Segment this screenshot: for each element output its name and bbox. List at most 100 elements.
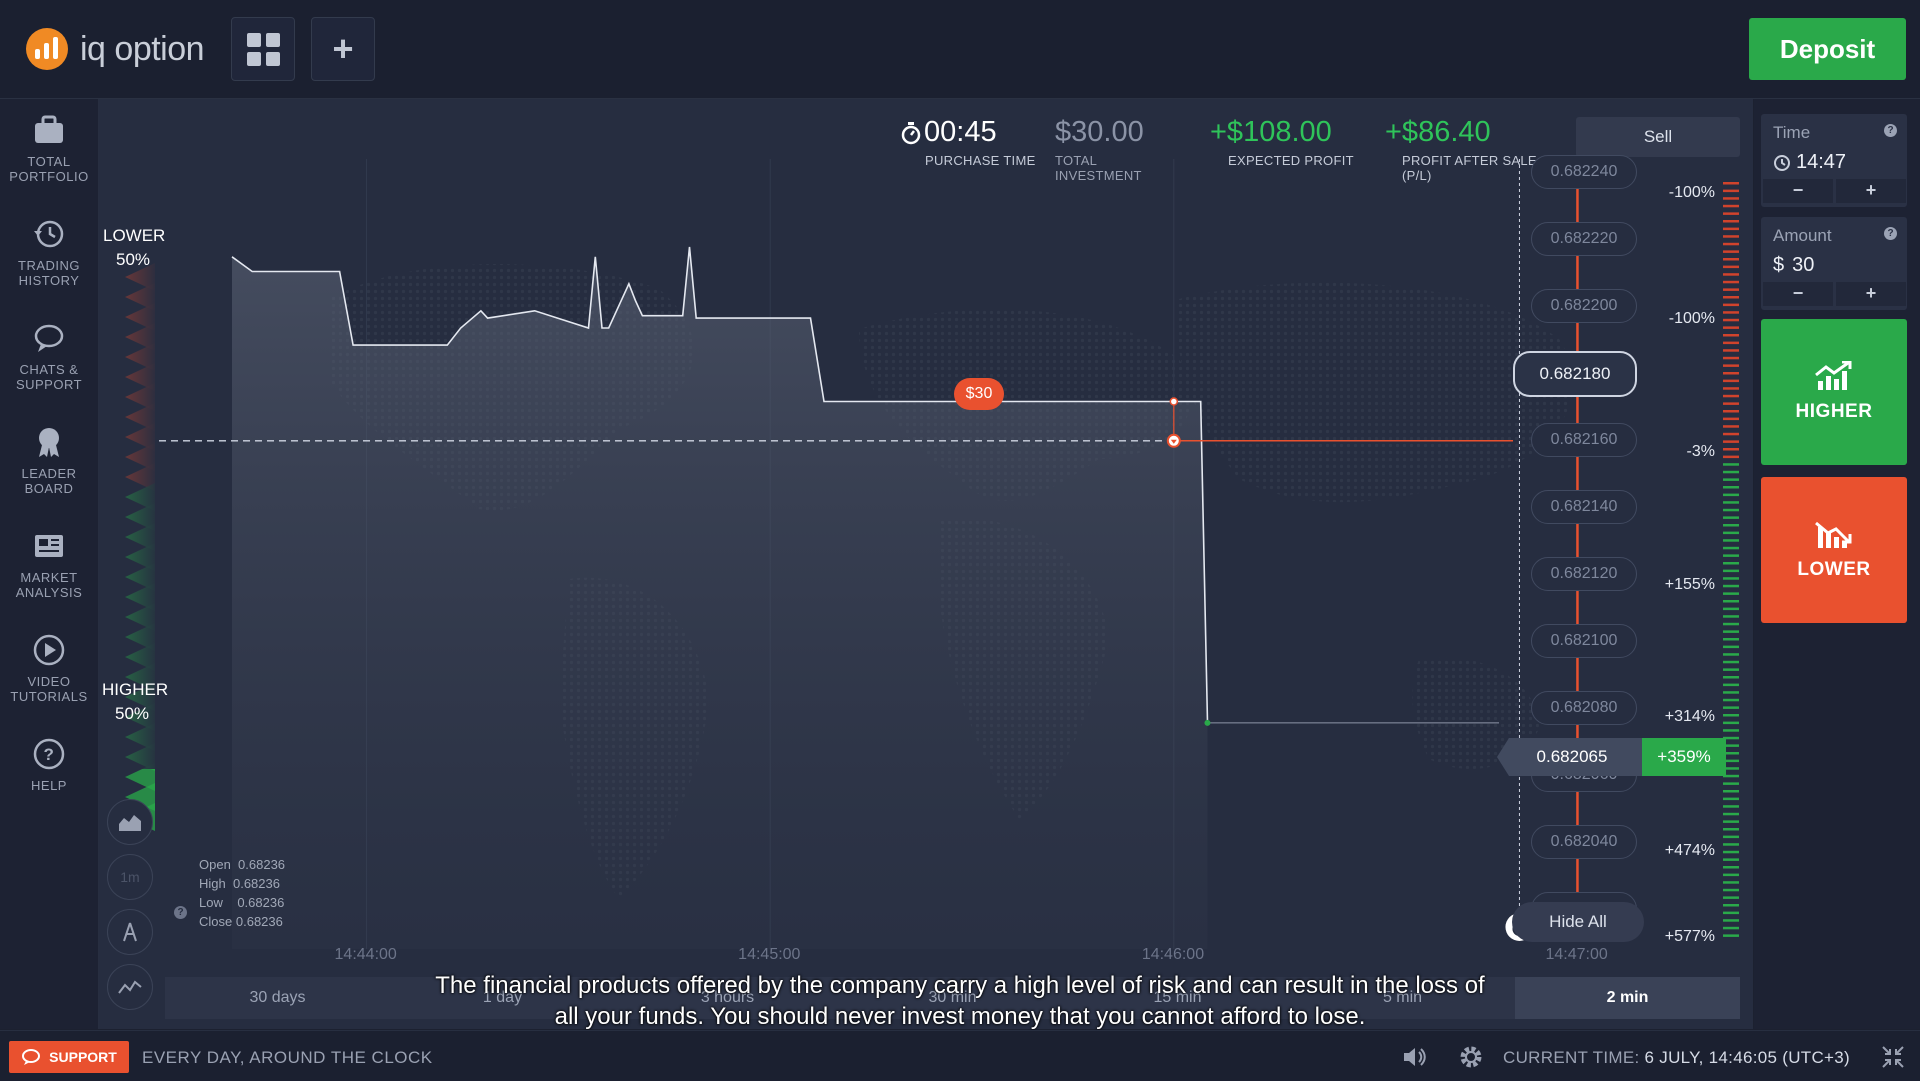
timeframe-button[interactable]: 1m [107, 854, 153, 900]
sidebar-item-total-portfolio[interactable]: TOTAL PORTFOLIO [0, 113, 98, 184]
current-price-dot [1204, 719, 1211, 726]
sidebar-item-chats-support[interactable]: CHATS & SUPPORT [0, 321, 98, 392]
currency-symbol: $ [1773, 254, 1785, 276]
ohlc-info: Open 0.68236 High 0.68236 Low 0.68236 Cl… [199, 855, 285, 931]
sidebar-item-trading-history[interactable]: TRADING HISTORY [0, 217, 98, 288]
sentiment-higher-pct: 50% [114, 704, 150, 723]
deposit-button[interactable]: Deposit [1749, 18, 1906, 80]
period-selector: 30 days 1 day 3 hours 30 min 15 min 5 mi… [165, 977, 1740, 1019]
profit-after-sale-label: PROFIT AFTER SALE (P/L) [1402, 153, 1537, 183]
current-time-label: CURRENT TIME: [1503, 1048, 1640, 1067]
settings-gear-icon[interactable] [1458, 1044, 1484, 1070]
support-button[interactable]: SUPPORT [9, 1041, 129, 1073]
profit-scale-bar [1723, 182, 1739, 937]
purchase-time-stat: 00:45 PURCHASE TIME [900, 116, 1036, 168]
ohlc-high-label: High [199, 876, 226, 891]
period-1-day[interactable]: 1 day [482, 989, 523, 1006]
profit-scale-label: -100% [1668, 184, 1715, 201]
sidebar-item-label: CHATS & SUPPORT [15, 362, 83, 392]
ohlc-close-label: Close [199, 914, 233, 929]
sidebar-item-label: VIDEO TUTORIALS [10, 674, 88, 704]
chart-area[interactable] [99, 99, 1753, 1029]
help-icon: ? [33, 738, 65, 770]
ohlc-open-label: Open [199, 857, 231, 872]
total-investment-value: $30.00 [1055, 116, 1144, 148]
trend-up-icon [1815, 361, 1852, 390]
time-field[interactable]: Time ? 14:47 − + [1761, 114, 1907, 207]
price-line [231, 246, 1209, 723]
period-30-days[interactable]: 30 days [249, 989, 306, 1006]
time-value[interactable]: 14:47 [1796, 151, 1847, 173]
total-investment-stat: $30.00 TOTAL INVESTMENT [1055, 116, 1155, 183]
profit-scale-label: -100% [1668, 310, 1715, 327]
higher-button[interactable]: HIGHER [1761, 319, 1907, 465]
lower-label: LOWER [1797, 559, 1871, 580]
area-chart-icon [119, 815, 141, 831]
sentiment-bar [99, 249, 159, 831]
price-chart[interactable] [99, 99, 1753, 1029]
profit-scale-label: -3% [1686, 443, 1715, 460]
amount-decrement-button[interactable]: − [1763, 282, 1833, 306]
sidebar-item-help[interactable]: ? HELP [0, 737, 98, 793]
plus-icon: + [332, 28, 354, 69]
period-30-min[interactable]: 30 min [928, 989, 977, 1006]
chart-type-button[interactable] [107, 799, 153, 845]
price-axis-label: 0.682220 [1531, 222, 1637, 256]
ohlc-high: 0.68236 [232, 876, 280, 891]
time-axis-label: 14:45:00 [738, 946, 801, 963]
sidebar-item-label: TOTAL PORTFOLIO [9, 154, 89, 184]
time-decrement-button[interactable]: − [1763, 179, 1833, 203]
ohlc-open: 0.68236 [238, 857, 286, 872]
price-axis-label: 0.682200 [1531, 289, 1637, 323]
sidebar-item-leader-board[interactable]: LEADER BOARD [0, 425, 98, 496]
sidebar-item-market-analysis[interactable]: MARKET ANALYSIS [0, 529, 98, 600]
amount-help-icon[interactable]: ? [1884, 227, 1897, 240]
profit-scale-label: +577% [1664, 928, 1715, 945]
history-icon [34, 220, 64, 248]
support-label: SUPPORT [49, 1049, 117, 1065]
svg-text:?: ? [44, 745, 55, 764]
add-asset-button[interactable]: + [311, 17, 375, 81]
amount-increment-button[interactable]: + [1836, 282, 1906, 306]
layout-grid-button[interactable] [231, 17, 295, 81]
price-axis-label: 0.682140 [1531, 490, 1637, 524]
pen-tool-icon [123, 922, 137, 942]
price-axis-label: 0.682240 [1531, 155, 1637, 189]
sidebar-item-video-tutorials[interactable]: VIDEO TUTORIALS [0, 633, 98, 704]
period-5-min[interactable]: 5 min [1382, 989, 1423, 1006]
stopwatch-icon [901, 121, 921, 144]
hide-all-button[interactable]: Hide All [1512, 902, 1644, 942]
investment-marker[interactable]: $30 [954, 378, 1004, 410]
lower-button[interactable]: LOWER [1761, 477, 1907, 623]
sidebar-item-label: MARKET ANALYSIS [15, 570, 83, 600]
logo[interactable]: iq option [26, 28, 205, 70]
indicators-button[interactable] [107, 964, 153, 1010]
amount-value[interactable]: 30 [1792, 254, 1815, 276]
amount-label: Amount [1773, 226, 1832, 245]
total-investment-label: TOTAL INVESTMENT [1055, 153, 1142, 183]
time-increment-button[interactable]: + [1836, 179, 1906, 203]
grid-icon [246, 32, 280, 66]
period-2-min[interactable]: 2 min [1515, 977, 1740, 1019]
sentiment-higher-label: HIGHER [102, 680, 169, 699]
expected-profit-value: +$108.00 [1210, 116, 1332, 148]
sentiment-lower-pct: 50% [115, 250, 151, 269]
bottom-bar: SUPPORT EVERY DAY, AROUND THE CLOCK CURR… [0, 1030, 1920, 1081]
period-15-min[interactable]: 15 min [1153, 989, 1202, 1006]
price-axis-label: 0.682080 [1531, 691, 1637, 725]
sidebar-item-label: HELP [31, 778, 67, 793]
briefcase-icon [35, 115, 63, 143]
sell-button[interactable]: Sell [1576, 117, 1740, 157]
time-help-icon[interactable]: ? [1884, 124, 1897, 137]
top-bar: iq option + Deposit [0, 0, 1920, 99]
fullscreen-exit-icon[interactable] [1880, 1044, 1906, 1070]
current-time: CURRENT TIME: 6 JULY, 14:46:05 (UTC+3) [1503, 1048, 1850, 1068]
volume-icon[interactable] [1401, 1044, 1427, 1070]
drawing-tools-button[interactable] [107, 909, 153, 955]
period-3-hours[interactable]: 3 hours [700, 989, 755, 1006]
sentiment-lower-label: LOWER [103, 226, 166, 245]
play-icon [33, 634, 65, 666]
current-time-value: 6 JULY, 14:46:05 (UTC+3) [1644, 1048, 1850, 1067]
amount-field[interactable]: Amount ? $ 30 − + [1761, 217, 1907, 310]
ohlc-help-icon[interactable]: ? [174, 906, 187, 919]
